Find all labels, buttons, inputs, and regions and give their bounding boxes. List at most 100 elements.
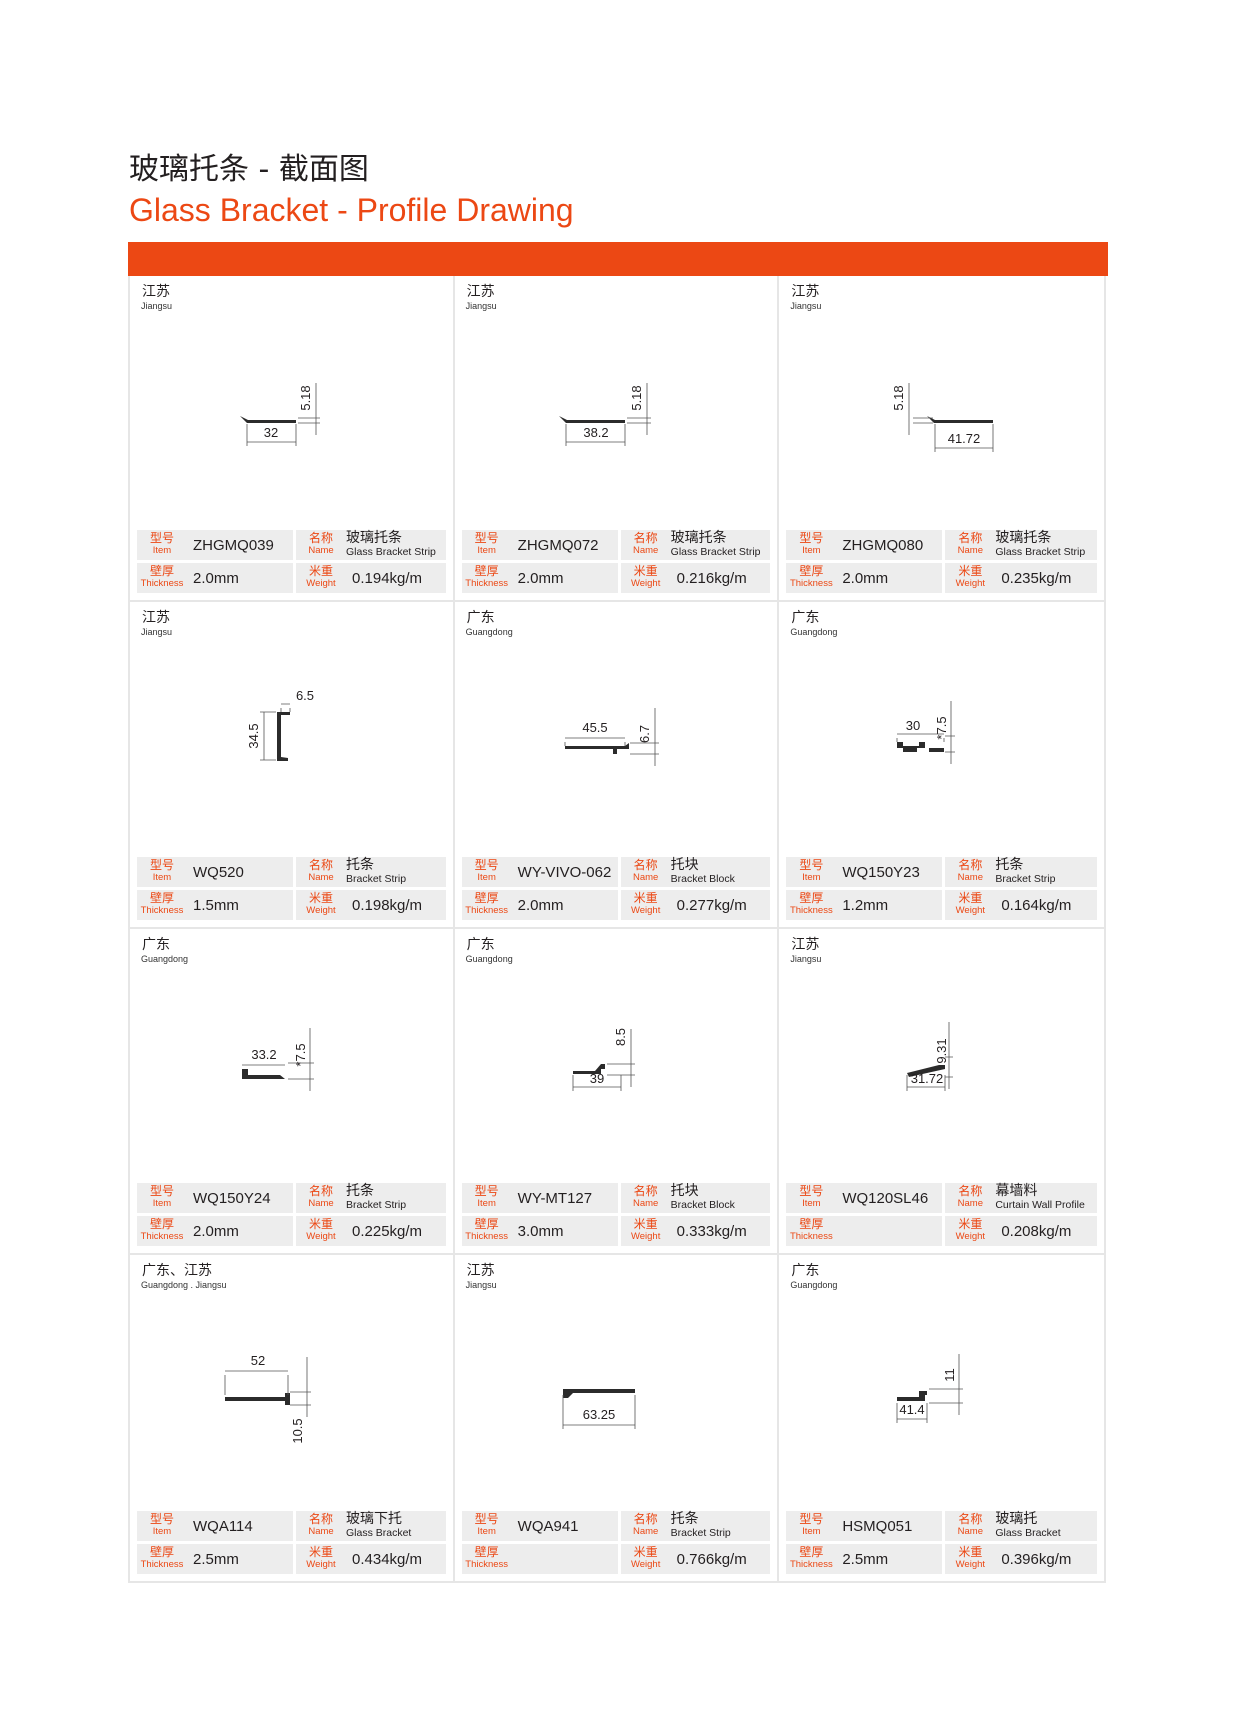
item-label-zh: 型号 <box>799 857 824 872</box>
name-label-en: Name <box>957 1197 983 1209</box>
item-label-en: Item <box>802 871 821 883</box>
item-label-en: Item <box>477 1197 496 1209</box>
weight-value: 0.198kg/m <box>352 896 423 914</box>
weight-value: 0.216kg/m <box>676 570 747 588</box>
name-en: Glass Bracket Strip <box>995 546 1086 559</box>
dimension-label: 6.5 <box>296 688 314 703</box>
thickness-label-zh: 壁厚 <box>474 564 499 579</box>
profile-card: 江苏 Jiangsu 31.72 9.31 型号 Item WQ120SL46 名称… <box>779 929 1104 1255</box>
dimension-label: 32 <box>264 425 278 440</box>
weight-cell: 米重 Weight 0.333kg/m <box>620 1215 771 1246</box>
thickness-value: 2.0mm <box>193 570 239 588</box>
location-zh: 江苏 <box>791 284 820 300</box>
thickness-value: 3.0mm <box>517 1222 564 1240</box>
item-value: ZHGMQ072 <box>517 537 599 555</box>
dimension-label: 63.25 <box>582 1407 615 1422</box>
item-cell: 型号 Item WQA941 <box>461 1511 618 1541</box>
name-zh: 托条 <box>995 856 1024 873</box>
name-label-en: Name <box>308 545 334 557</box>
item-value: HSMQ051 <box>842 1518 913 1535</box>
item-label-zh: 型号 <box>149 531 174 546</box>
weight-label-en: Weight <box>955 578 986 590</box>
profile-card: 江苏 Jiangsu 63.25 型号 Item WQA941 名称 Name 托条… <box>455 1254 780 1581</box>
thickness-label-zh: 壁厚 <box>149 1545 174 1559</box>
name-en: Bracket Block <box>670 872 735 885</box>
dimension-label: 5.18 <box>891 385 906 410</box>
thickness-cell: 壁厚 Thickness 2.5mm <box>137 1544 293 1574</box>
name-zh: 玻璃托条 <box>346 530 402 547</box>
item-value: WQ150Y24 <box>193 1189 271 1207</box>
name-en: Bracket Strip <box>346 872 407 885</box>
item-label-zh: 型号 <box>149 1512 174 1526</box>
item-cell: 型号 Item WQ150Y24 <box>137 1182 293 1213</box>
item-value: WQ520 <box>193 863 244 881</box>
name-cell: 名称 Name 玻璃托 Glass Bracket <box>945 1511 1097 1541</box>
location-zh: 广东 <box>466 936 495 953</box>
weight-label-en: Weight <box>955 904 986 916</box>
name-label-zh: 名称 <box>308 1512 333 1526</box>
profile-drawing: 45.5 6.7 <box>564 708 659 767</box>
item-cell: 型号 Item ZHGMQ072 <box>461 530 618 561</box>
item-value: WQ150Y23 <box>842 863 920 881</box>
thickness-label-zh: 壁厚 <box>799 1545 824 1559</box>
item-cell: 型号 Item HSMQ051 <box>786 1511 943 1541</box>
item-label-en: Item <box>152 545 172 557</box>
location-zh: 广东 <box>791 610 820 627</box>
item-label-en: Item <box>477 871 496 883</box>
item-cell: 型号 Item WY-VIVO-062 <box>461 856 618 887</box>
item-label-en: Item <box>802 1526 821 1537</box>
item-value: WQA941 <box>517 1518 579 1535</box>
profile-card: 江苏 Jiangsu 34.5 6.5 型号 Item WQ520 名称 Name 托… <box>130 602 455 929</box>
profile-shape <box>927 416 994 423</box>
thickness-label-en: Thickness <box>140 578 184 590</box>
thickness-value: 2.5mm <box>193 1551 239 1568</box>
thickness-label-zh: 壁厚 <box>149 564 174 579</box>
weight-value: 0.235kg/m <box>1001 570 1072 588</box>
thickness-label-zh: 壁厚 <box>149 1216 174 1231</box>
profile-grid: 江苏 Jiangsu 32 5.18 型号 Item ZHGMQ039 名称 Name… <box>128 276 1106 1583</box>
name-label-zh: 名称 <box>958 1183 983 1198</box>
profile-card: 江苏 Jiangsu 41.72 5.18 型号 Item ZHGMQ080 名称 N… <box>779 276 1104 603</box>
thickness-cell: 壁厚 Thickness <box>786 1215 943 1246</box>
dimension-label: *7.5 <box>293 1043 308 1066</box>
weight-label-zh: 米重 <box>308 1216 333 1231</box>
item-value: WY-MT127 <box>517 1189 593 1207</box>
thickness-label-en: Thickness <box>465 904 509 916</box>
thickness-cell: 壁厚 Thickness 2.0mm <box>137 1215 293 1246</box>
profile-drawing: 325.18 <box>240 383 320 446</box>
weight-label-en: Weight <box>630 904 661 916</box>
name-label-zh: 名称 <box>308 531 333 546</box>
profile-shape <box>907 1064 946 1077</box>
profile-drawing: 33.2 *7.5 <box>242 1027 314 1091</box>
weight-label-zh: 米重 <box>958 890 983 905</box>
item-cell: 型号 Item ZHGMQ080 <box>786 530 943 561</box>
profile-shape <box>897 1390 928 1401</box>
weight-label-zh: 米重 <box>958 1545 983 1559</box>
spec-table: 型号 Item WY-VIVO-062 名称 Name 托块 Bracket Bloc… <box>461 856 771 920</box>
name-en: Bracket Strip <box>346 1198 407 1211</box>
thickness-label-en: Thickness <box>465 1559 509 1570</box>
thickness-value: 1.2mm <box>842 896 889 914</box>
profile-shape <box>564 743 629 755</box>
location-zh: 江苏 <box>466 1262 495 1279</box>
profile-drawing: 38.2 5.18 <box>558 383 651 446</box>
dimension-label: *7.5 <box>934 717 949 740</box>
name-label-en: Name <box>308 871 334 883</box>
thickness-label-en: Thickness <box>140 904 184 916</box>
location-en: Guangdong . Jiangsu <box>141 1279 227 1290</box>
name-en: Glass Bracket <box>995 1527 1061 1539</box>
spec-table: 型号 Item WQA941 名称 Name 托条 Bracket Strip 壁厚 T… <box>461 1511 771 1574</box>
weight-cell: 米重 Weight 0.164kg/m <box>945 889 1097 920</box>
thickness-value: 1.5mm <box>193 896 239 914</box>
weight-label-zh: 米重 <box>633 1216 658 1231</box>
item-cell: 型号 Item ZHGMQ039 <box>137 530 293 561</box>
dimension-label: 38.2 <box>583 425 608 440</box>
item-label-zh: 型号 <box>149 857 174 872</box>
weight-label-en: Weight <box>955 1230 986 1242</box>
thickness-label-en: Thickness <box>789 1230 833 1242</box>
item-label-en: Item <box>802 1197 821 1209</box>
item-cell: 型号 Item WQA114 <box>137 1511 293 1541</box>
item-cell: 型号 Item WQ520 <box>137 856 293 887</box>
name-label-en: Name <box>308 1197 334 1209</box>
name-cell: 名称 Name 幕墙料 Curtain Wall Profile <box>945 1182 1097 1213</box>
